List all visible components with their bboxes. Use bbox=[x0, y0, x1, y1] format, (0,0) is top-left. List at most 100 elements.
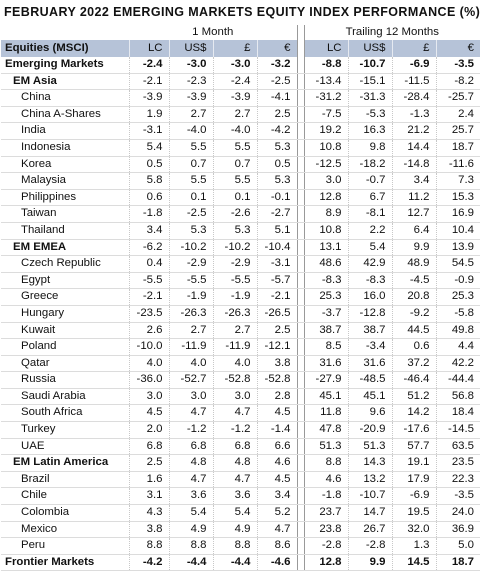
cell-value: 2.7 bbox=[168, 106, 213, 124]
cell-value: 16.3 bbox=[347, 122, 392, 140]
separator bbox=[296, 454, 305, 472]
cell-value: 26.7 bbox=[347, 521, 392, 539]
cell-value: 32.0 bbox=[391, 521, 436, 539]
cell-value: -36.0 bbox=[128, 371, 169, 389]
cell-value: -5.8 bbox=[435, 305, 480, 323]
table-row: Thailand 3.4 5.3 5.3 5.1 10.8 2.2 6.4 10.4 bbox=[1, 222, 480, 240]
cell-value: -3.1 bbox=[256, 255, 297, 273]
cell-value: -5.3 bbox=[347, 106, 392, 124]
separator bbox=[296, 25, 305, 40]
cell-value: 57.7 bbox=[391, 438, 436, 456]
separator bbox=[296, 504, 305, 522]
cell-value: -5.7 bbox=[256, 272, 297, 290]
separator bbox=[296, 40, 305, 57]
cell-value: -5.5 bbox=[212, 272, 257, 290]
cell-value: -3.1 bbox=[128, 122, 169, 140]
cell-value: 0.1 bbox=[212, 189, 257, 207]
cell-value: 9.9 bbox=[347, 554, 392, 571]
cell-value: -3.5 bbox=[435, 487, 480, 506]
cell-value: 4.6 bbox=[256, 454, 297, 472]
cell-value: -11.5 bbox=[391, 73, 436, 91]
separator bbox=[296, 106, 305, 124]
cell-value: -52.8 bbox=[212, 371, 257, 389]
table-row: Qatar 4.0 4.0 4.0 3.8 31.6 31.6 37.2 42.2 bbox=[1, 355, 480, 373]
cell-value: 4.8 bbox=[212, 454, 257, 472]
cell-value: -1.3 bbox=[391, 106, 436, 124]
table-row: Peru 8.8 8.8 8.8 8.6 -2.8 -2.8 1.3 5.0 bbox=[1, 537, 480, 555]
cell-value: -0.7 bbox=[347, 172, 392, 190]
separator bbox=[296, 537, 305, 555]
row-label: Emerging Markets bbox=[1, 57, 129, 74]
cell-value: -48.5 bbox=[347, 371, 392, 389]
cell-value: 38.7 bbox=[347, 322, 392, 340]
cell-value: 5.4 bbox=[212, 504, 257, 522]
cell-value: 0.6 bbox=[128, 189, 169, 207]
row-label: Korea bbox=[1, 156, 129, 174]
cell-value: 8.8 bbox=[128, 537, 169, 555]
separator bbox=[296, 355, 305, 373]
cell-value: 19.2 bbox=[303, 122, 348, 140]
cell-value: 10.4 bbox=[435, 222, 480, 240]
cell-value: 12.7 bbox=[391, 205, 436, 223]
cell-value: 14.5 bbox=[391, 554, 436, 571]
cell-value: 7.3 bbox=[435, 172, 480, 190]
cell-value: -2.9 bbox=[212, 255, 257, 273]
table-row: Mexico 3.8 4.9 4.9 4.7 23.8 26.7 32.0 36.9 bbox=[1, 521, 480, 539]
cell-value: 10.8 bbox=[303, 222, 348, 240]
cell-value: -5.5 bbox=[168, 272, 213, 290]
cell-value: 4.8 bbox=[168, 454, 213, 472]
cell-value: -10.2 bbox=[168, 239, 213, 257]
cell-value: -8.1 bbox=[347, 205, 392, 223]
group-header: Trailing 12 Months bbox=[345, 26, 439, 38]
cell-value: -26.5 bbox=[256, 305, 297, 323]
row-label: Thailand bbox=[1, 222, 129, 240]
cell-value: -2.5 bbox=[256, 73, 297, 91]
cell-value: -9.2 bbox=[391, 305, 436, 323]
separator bbox=[296, 139, 305, 157]
cell-value: -12.1 bbox=[256, 338, 297, 356]
cell-value: -4.2 bbox=[256, 122, 297, 140]
row-label: Colombia bbox=[1, 504, 129, 522]
row-label: Qatar bbox=[1, 355, 129, 373]
cell-value: 4.5 bbox=[256, 404, 297, 423]
cell-value: -15.1 bbox=[347, 73, 392, 91]
cell-value: 4.7 bbox=[168, 471, 213, 489]
table-row: Frontier Markets -4.2 -4.4 -4.4 -4.6 12.8 9.9 1… bbox=[1, 554, 480, 571]
cell-value: 4.7 bbox=[256, 521, 297, 539]
cell-value: -1.2 bbox=[168, 421, 213, 439]
cell-value: 4.7 bbox=[212, 404, 257, 423]
cell-value: 8.8 bbox=[168, 537, 213, 555]
cell-value: 3.0 bbox=[212, 388, 257, 406]
separator bbox=[296, 57, 305, 74]
cell-value: 0.7 bbox=[168, 156, 213, 174]
cell-value: 5.3 bbox=[256, 172, 297, 190]
cell-value: 3.1 bbox=[128, 487, 169, 506]
cell-value: -31.3 bbox=[347, 89, 392, 107]
cell-value: 4.0 bbox=[128, 355, 169, 373]
cell-value: -8.2 bbox=[435, 73, 480, 91]
table-row: India -3.1 -4.0 -4.0 -4.2 19.2 16.3 21.2 25.7 bbox=[1, 122, 480, 140]
cell-value: 5.4 bbox=[168, 504, 213, 522]
title: FEBRUARY 2022 EMERGING MARKETS EQUITY IN… bbox=[4, 5, 480, 19]
table-row: Saudi Arabia 3.0 3.0 3.0 2.8 45.1 45.1 51.2 56.8 bbox=[1, 388, 480, 406]
cell-value: 6.8 bbox=[128, 438, 169, 456]
cell-value: 19.1 bbox=[391, 454, 436, 472]
cell-value: 14.7 bbox=[347, 504, 392, 522]
cell-value: 1.9 bbox=[128, 106, 169, 124]
cell-value: -7.5 bbox=[303, 106, 348, 124]
row-label: China bbox=[1, 89, 129, 107]
cell-value: -25.7 bbox=[435, 89, 480, 107]
cell-value: -2.8 bbox=[303, 537, 348, 555]
cell-value: -52.8 bbox=[256, 371, 297, 389]
cell-value: 47.8 bbox=[303, 421, 348, 439]
cell-value: 3.4 bbox=[128, 222, 169, 240]
cell-value: -2.4 bbox=[212, 73, 257, 91]
row-label: Saudi Arabia bbox=[1, 388, 129, 406]
table-row: UAE 6.8 6.8 6.8 6.6 51.3 51.3 57.7 63.5 bbox=[1, 438, 480, 456]
cell-value: 14.2 bbox=[391, 404, 436, 423]
cell-value: 18.7 bbox=[435, 139, 480, 157]
cell-value: 0.6 bbox=[391, 338, 436, 356]
row-label: Egypt bbox=[1, 272, 129, 290]
cell-value: -10.7 bbox=[347, 487, 392, 506]
cell-value: 19.5 bbox=[391, 504, 436, 522]
